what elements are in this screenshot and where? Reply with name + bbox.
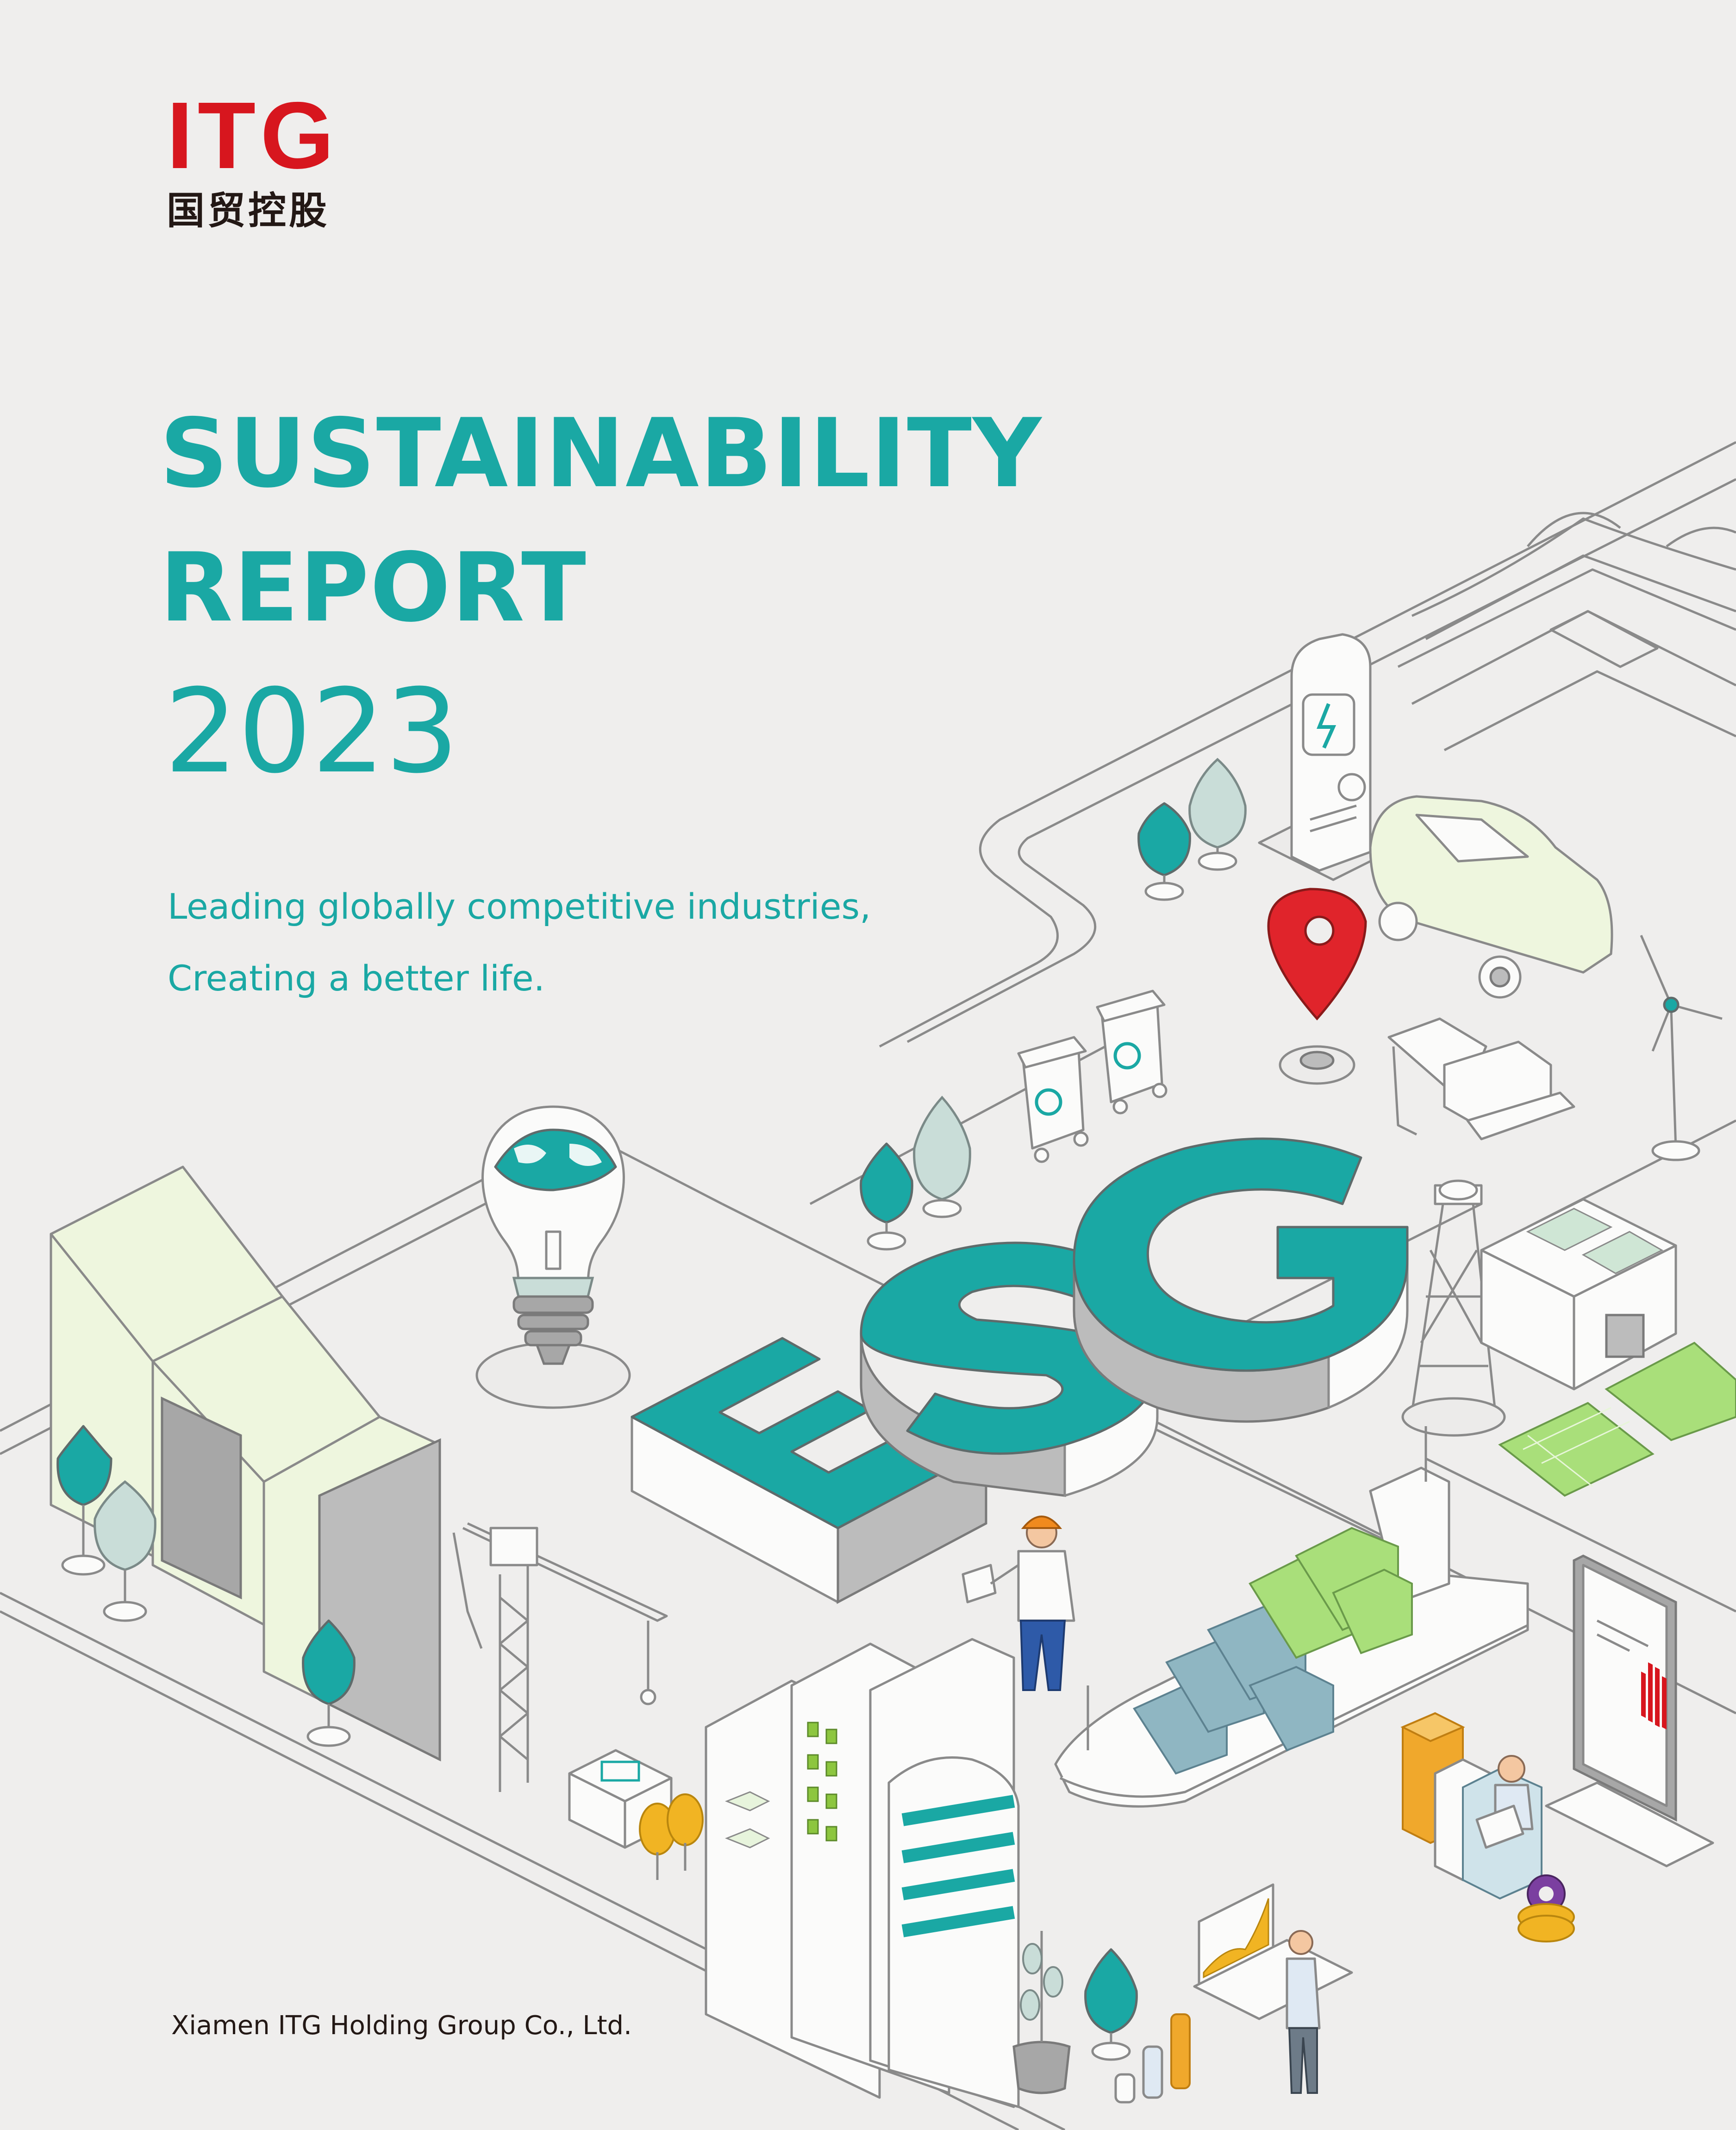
- tree-icon: [302, 1619, 356, 1747]
- tree-icon: [1188, 758, 1247, 871]
- solar-panel-icon: [1498, 1341, 1736, 1497]
- slogan-line-1: Leading globally competitive industries,: [168, 886, 871, 927]
- crane-icon: [452, 1522, 668, 1792]
- tree-icon: [1137, 802, 1191, 901]
- map-pin-icon: [1267, 888, 1367, 1085]
- tree-icon: [1084, 1948, 1138, 2061]
- warehouse-building: [50, 1165, 441, 1762]
- factory-building-icon: [1480, 1198, 1677, 1391]
- coin-icon: [1517, 1874, 1575, 1942]
- logo-chinese-name: 国贸控股: [167, 189, 330, 233]
- tree-icon: [56, 1425, 112, 1576]
- itg-logo: ITG 国贸控股: [167, 88, 352, 230]
- tree-icon: [639, 1793, 704, 1880]
- tree-icon: [94, 1480, 156, 1622]
- recycle-bin-icon: [1017, 1036, 1089, 1163]
- office-buildings-icon: [705, 1638, 1020, 2108]
- wind-turbine-icon: [1640, 935, 1723, 1161]
- ev-charger-icon: [1258, 633, 1390, 881]
- monitor-chart-icon: [1545, 1554, 1714, 1867]
- title-line-1: SUSTAINABILITY: [160, 399, 1043, 509]
- excavator-icon: [1387, 1017, 1575, 1140]
- title-line-2: REPORT: [160, 533, 587, 643]
- light-bulb-globe-icon: [475, 1105, 631, 1409]
- recycle-bin-icon: [1096, 990, 1168, 1115]
- slogan-line-2: Creating a better life.: [168, 958, 545, 999]
- pagoda-roof-icon: [1397, 512, 1736, 752]
- esg-letters: [631, 1137, 1409, 1604]
- report-title: SUSTAINABILITY REPORT: [160, 387, 1043, 655]
- report-year: 2023: [164, 664, 459, 799]
- cargo-ship-icon: [1054, 1426, 1529, 1808]
- tablet-chart-icon: [1193, 1883, 1353, 2094]
- tree-icon: [913, 1096, 971, 1218]
- worker-icon: [962, 1516, 1075, 1691]
- potted-plant-icon: [1012, 1931, 1071, 2094]
- slogan: Leading globally competitive industries,…: [168, 871, 871, 1014]
- bar-columns-icon: [1114, 2013, 1191, 2104]
- logo-mark: ITG: [167, 82, 339, 188]
- tree-icon: [860, 1142, 913, 1251]
- person-laptop-icon: [1475, 1755, 1534, 1849]
- electric-car-icon: [1369, 795, 1613, 999]
- company-name: Xiamen ITG Holding Group Co., Ltd.: [171, 2011, 632, 2041]
